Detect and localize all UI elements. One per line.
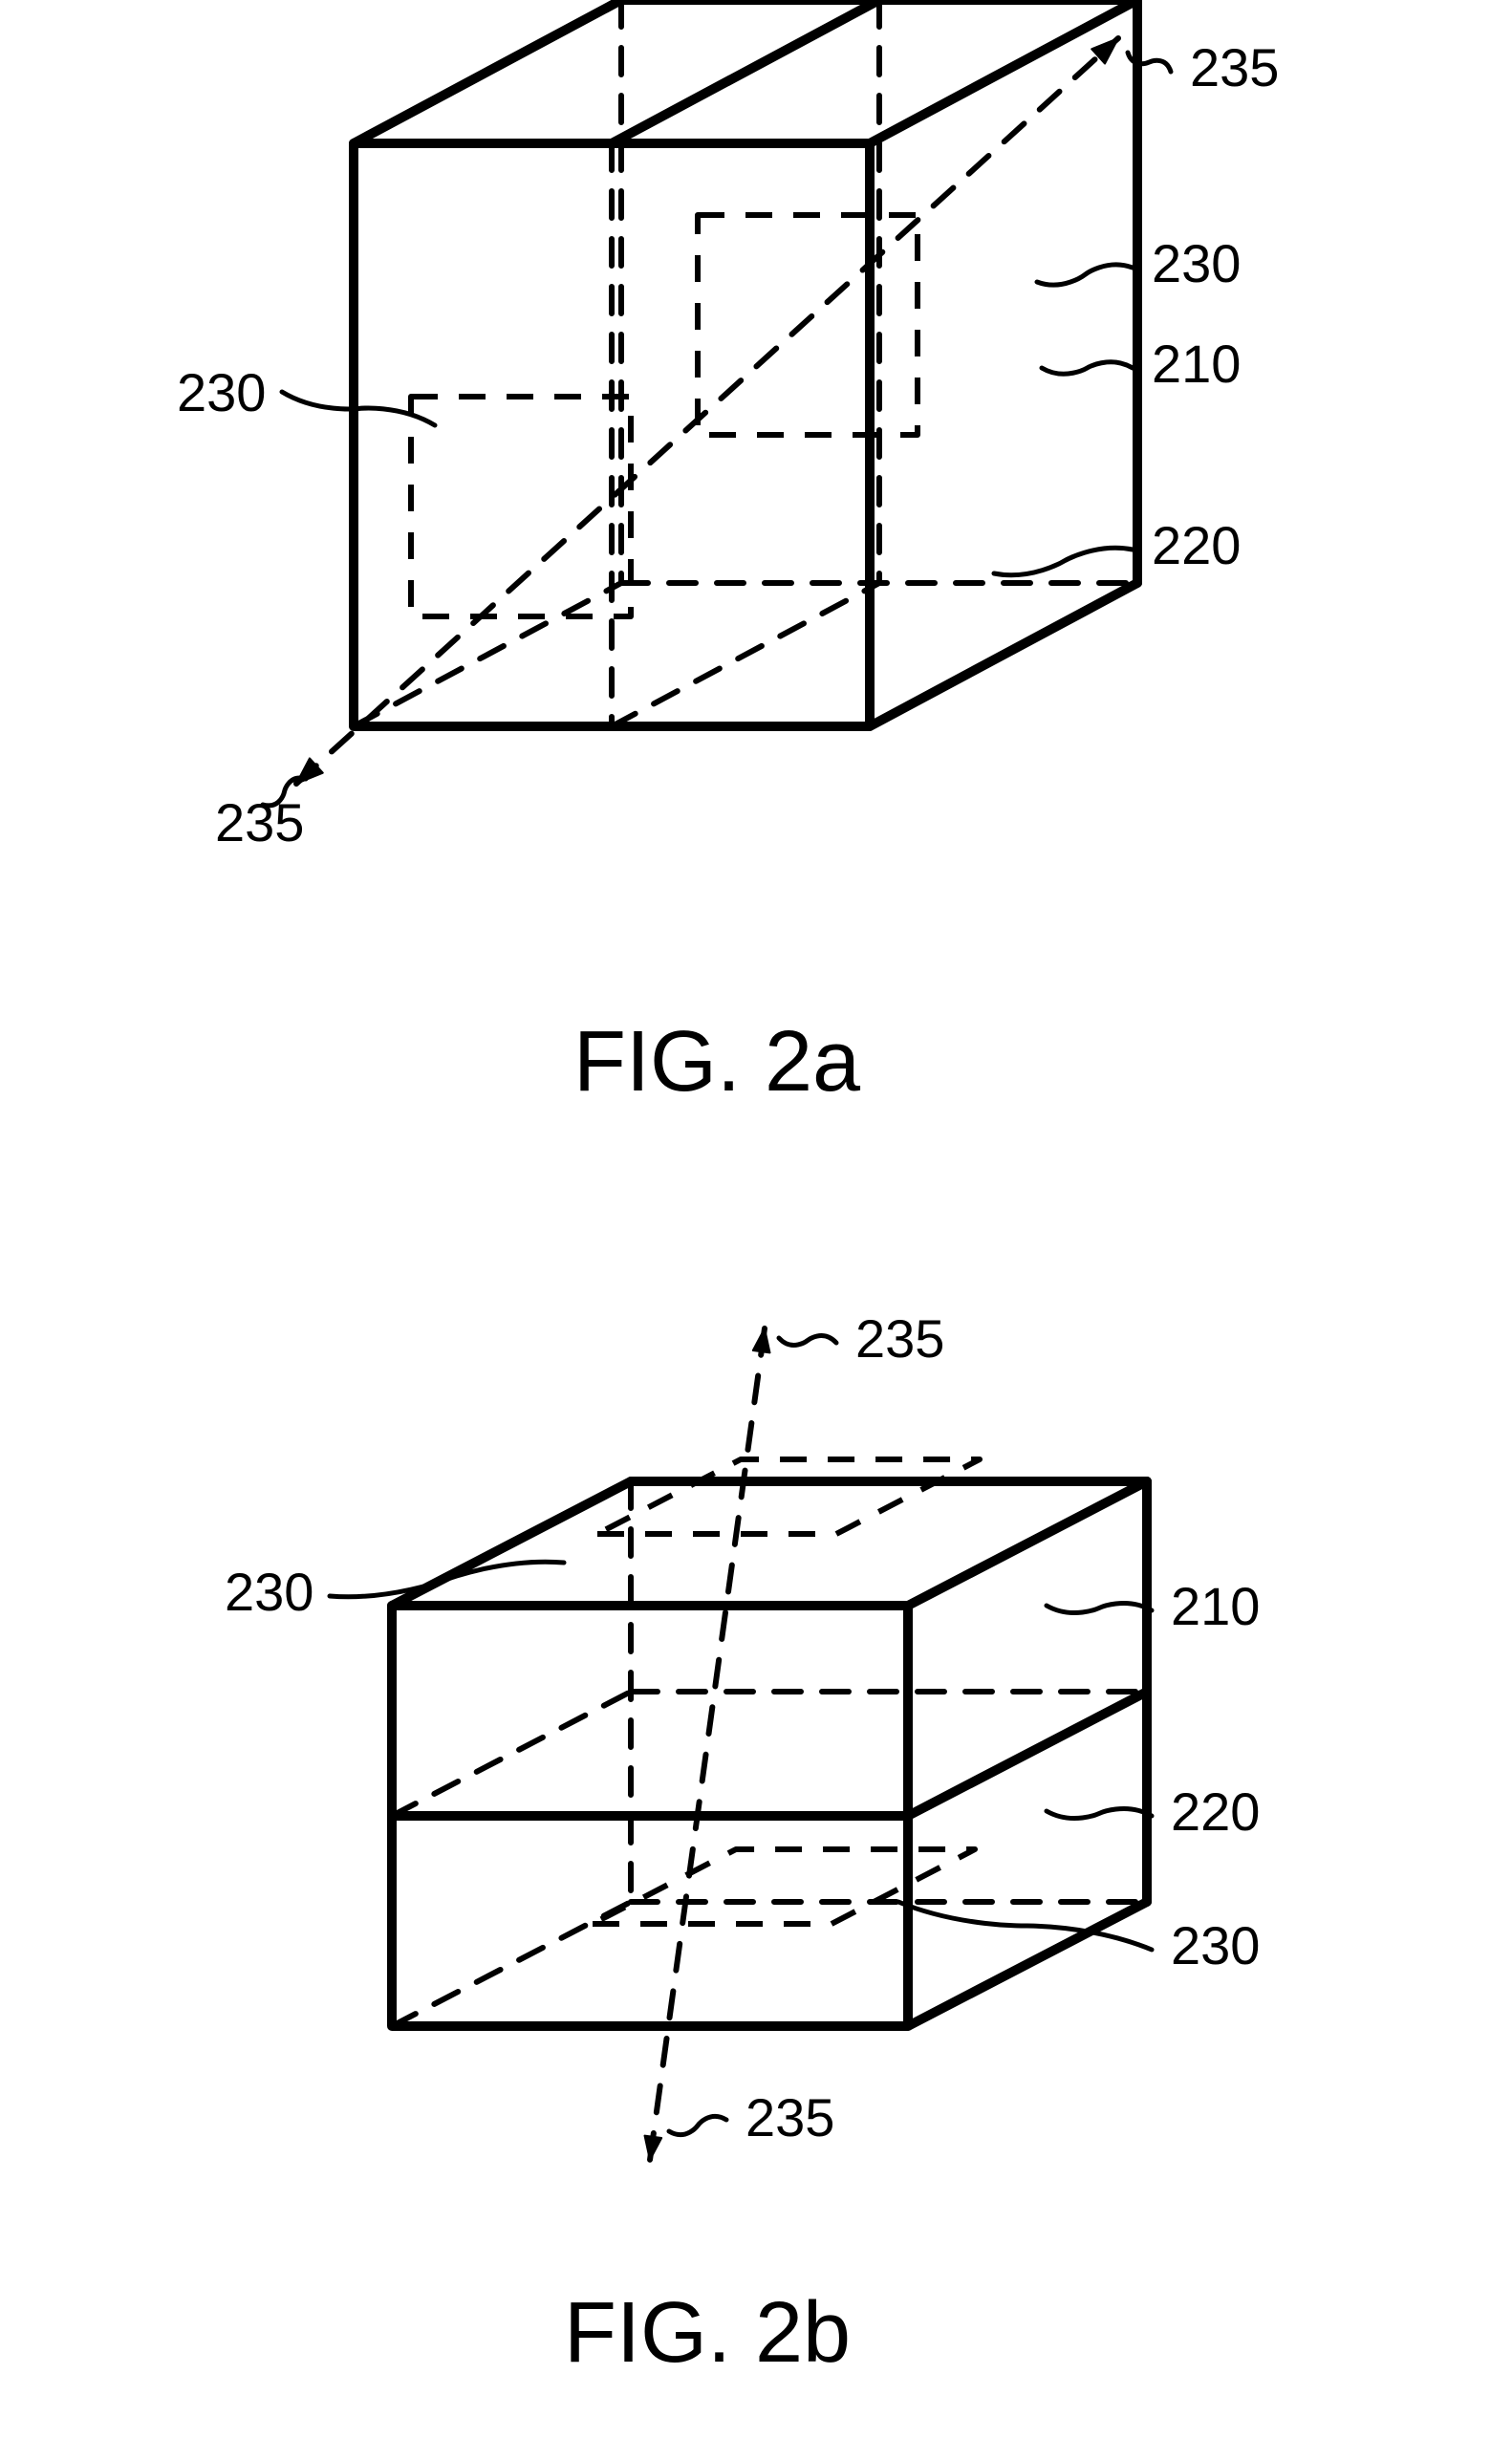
figure-b-caption: FIG. 2b xyxy=(564,2284,851,2383)
svg-text:230: 230 xyxy=(225,1562,313,1622)
svg-text:235: 235 xyxy=(215,792,304,853)
figure-a-caption: FIG. 2a xyxy=(573,1013,860,1112)
svg-text:220: 220 xyxy=(1171,1781,1260,1842)
svg-text:220: 220 xyxy=(1152,515,1241,575)
svg-text:235: 235 xyxy=(745,2087,834,2148)
diagram-svg: 235 230 210 220 230 235 235 210 230 220 230 235 xyxy=(0,0,1512,2439)
svg-text:235: 235 xyxy=(1190,37,1279,97)
page: 235 230 210 220 230 235 235 210 230 220 230 235 FIG… xyxy=(0,0,1512,2439)
svg-text:210: 210 xyxy=(1171,1576,1260,1636)
svg-text:230: 230 xyxy=(1171,1915,1260,1975)
svg-text:230: 230 xyxy=(177,362,266,422)
svg-text:235: 235 xyxy=(855,1308,944,1369)
svg-text:230: 230 xyxy=(1152,233,1241,293)
svg-text:210: 210 xyxy=(1152,334,1241,394)
